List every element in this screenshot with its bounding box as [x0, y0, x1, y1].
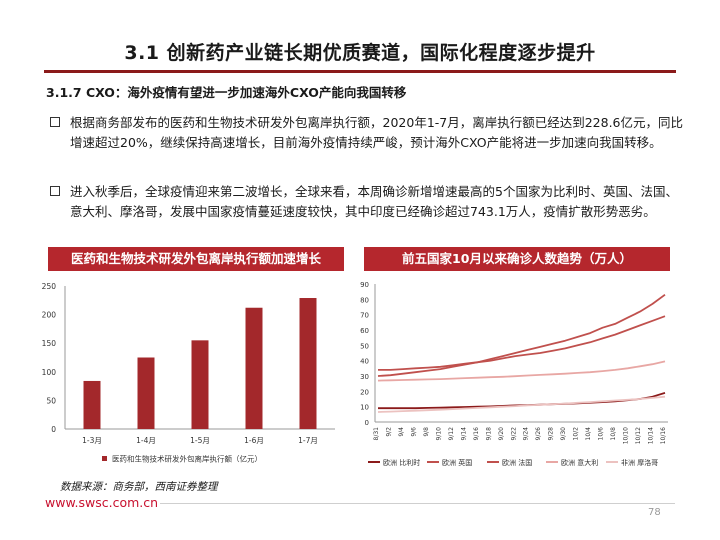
x-tick-label: 1-4月	[136, 436, 156, 445]
bar	[299, 298, 317, 429]
x-tick-label: 10/8	[610, 427, 617, 441]
title-divider	[44, 70, 676, 73]
x-tick-label: 10/6	[598, 427, 605, 441]
series-line	[378, 315, 666, 371]
x-tick-label: 9/20	[498, 427, 505, 441]
x-tick-label: 9/6	[410, 427, 417, 437]
series-line	[377, 293, 666, 377]
y-tick-label: 10	[360, 404, 369, 412]
y-tick-label: 50	[46, 396, 56, 405]
line-chart: 0 10 20 30 40 50 60 70 80 90 8/31 9/2 9/4 9/6 9/8 9/10 9…	[360, 281, 668, 467]
series-line	[377, 360, 666, 382]
y-tick-label: 70	[360, 312, 369, 320]
x-tick-label: 1-7月	[298, 436, 318, 445]
x-tick-label: 9/10	[435, 427, 442, 441]
x-tick-label: 9/14	[460, 427, 467, 441]
x-tick-label: 9/26	[535, 427, 542, 441]
series-line	[377, 395, 666, 413]
y-tick-label: 20	[360, 388, 369, 396]
bar	[245, 307, 263, 429]
x-tick-label: 9/28	[548, 427, 555, 441]
footer-url-link[interactable]: www.swsc.com.cn	[45, 495, 159, 510]
footer-divider	[160, 503, 675, 504]
source-note: 数据来源：商务部，西南证券整理	[60, 481, 218, 493]
legend-swatch	[102, 456, 107, 461]
x-tick-label: 1-5月	[190, 436, 210, 445]
y-tick-label: 100	[42, 368, 57, 377]
x-tick-label: 10/10	[623, 427, 630, 444]
y-tick-label: 0	[51, 425, 56, 434]
y-tick-label: 40	[360, 358, 369, 366]
x-tick-label: 9/16	[473, 427, 480, 441]
y-tick-label: 90	[360, 281, 369, 289]
y-tick-label: 30	[360, 373, 369, 381]
x-tick-label: 9/18	[485, 427, 492, 441]
x-tick-label: 10/2	[573, 427, 580, 441]
bullet-item: 根据商务部发布的医药和生物技术研发外包离岸执行额，2020年1-7月，离岸执行额…	[50, 113, 690, 153]
y-tick-label: 60	[360, 327, 369, 335]
legend-label: 非洲 摩洛哥	[621, 458, 658, 467]
legend-label: 欧洲 英国	[442, 458, 472, 467]
bar	[137, 357, 155, 429]
bar	[191, 340, 209, 429]
page-title: 3.1 创新药产业链长期优质赛道，国际化程度逐步提升	[124, 42, 596, 64]
x-tick-label: 10/16	[660, 427, 667, 444]
x-tick-label: 9/24	[523, 427, 530, 441]
legend-label: 欧洲 意大利	[561, 458, 598, 467]
y-tick-label: 50	[360, 342, 369, 350]
x-tick-label: 8/31	[373, 427, 380, 441]
x-tick-label: 9/22	[510, 427, 517, 441]
right-chart-title: 前五国家10月以来确诊人数趋势（万人）	[364, 247, 670, 271]
section-heading: 3.1.7 CXO：海外疫情有望进一步加速海外CXO产能向我国转移	[46, 85, 407, 100]
x-tick-label: 1-3月	[82, 436, 102, 445]
left-chart-title: 医药和生物技术研发外包离岸执行额加速增长	[48, 247, 344, 271]
y-tick-label: 0	[365, 419, 369, 427]
legend-label: 欧洲 比利时	[383, 458, 420, 467]
y-tick-label: 150	[42, 339, 57, 348]
x-tick-label: 9/8	[423, 427, 430, 437]
x-tick-label: 9/2	[385, 427, 392, 437]
bullet-item: 进入秋季后，全球疫情迎来第二波增长，全球来看，本周确诊新增增速最高的5个国家为比…	[50, 182, 690, 222]
page-number: 78	[648, 507, 661, 518]
x-tick-label: 9/30	[560, 427, 567, 441]
y-tick-label: 250	[42, 282, 57, 291]
x-tick-label: 9/12	[448, 427, 455, 441]
checkbox-bullet-icon	[50, 117, 60, 127]
bullet-text: 根据商务部发布的医药和生物技术研发外包离岸执行额，2020年1-7月，离岸执行额…	[70, 115, 684, 150]
x-tick-label: 10/14	[648, 427, 655, 444]
legend-label: 欧洲 法国	[502, 458, 532, 467]
bar	[83, 380, 101, 429]
x-tick-label: 9/4	[398, 427, 405, 437]
y-tick-label: 200	[42, 311, 57, 320]
legend-label: 医药和生物技术研发外包离岸执行额（亿元）	[112, 454, 262, 464]
x-tick-label: 1-6月	[244, 436, 264, 445]
x-tick-label: 10/12	[635, 427, 642, 444]
y-tick-label: 80	[360, 296, 369, 304]
checkbox-bullet-icon	[50, 186, 60, 196]
x-tick-label: 10/4	[585, 427, 592, 441]
bar-chart: 0 50 100 150 200 250 1-3月 1-4月 1-5月 1-6月 1-7月医药和生物…	[42, 282, 335, 464]
bullet-text: 进入秋季后，全球疫情迎来第二波增长，全球来看，本周确诊新增增速最高的5个国家为比…	[70, 184, 678, 219]
